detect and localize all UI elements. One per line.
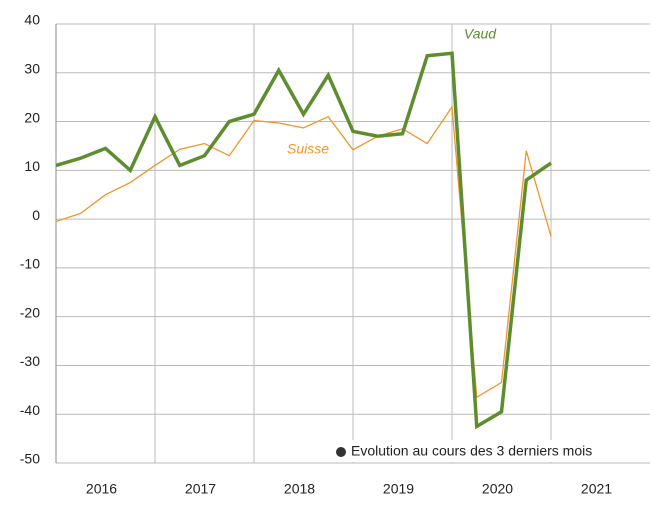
x-tick-label: 2020 [482,481,513,497]
y-tick-label: -20 [20,304,40,320]
series-label: Vaud [464,26,497,42]
x-tick-label: 2016 [86,481,117,497]
note: Evolution au cours des 3 derniers mois [351,443,592,459]
y-tick-label: 40 [24,12,40,28]
y-tick-label: -40 [20,402,40,418]
x-tick-label: 2018 [284,481,315,497]
y-tick-label: 10 [24,158,40,174]
y-tick-label: -30 [20,353,40,369]
y-tick-label: 30 [24,60,40,76]
y-tick-label: 0 [32,207,40,223]
y-tick-label: -50 [20,451,40,467]
series-line [55,51,552,430]
x-tick-label: 2019 [383,481,414,497]
x-tick-label: 2021 [581,481,612,497]
series-label: Suisse [287,141,329,157]
y-tick-label: 20 [24,109,40,125]
x-tick-label: 2017 [185,481,216,497]
note-marker [336,447,346,457]
note-background [328,440,624,462]
y-tick-label: -10 [20,256,40,272]
